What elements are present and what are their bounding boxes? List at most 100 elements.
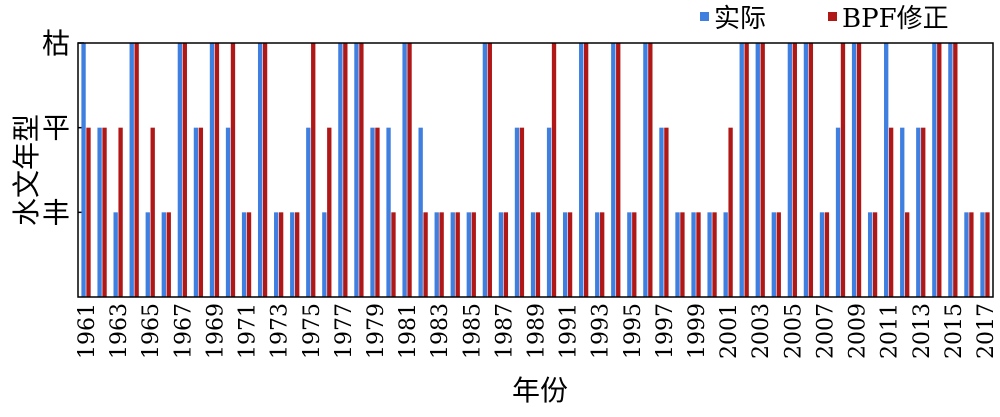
x-tick-label: 1999 (685, 303, 710, 359)
x-tick-label: 2007 (813, 303, 838, 359)
bar (209, 43, 215, 297)
bar (937, 43, 942, 297)
legend-label: 实际 (714, 4, 766, 34)
bar (230, 43, 236, 297)
bar (487, 43, 492, 297)
bar (262, 43, 268, 297)
bar (659, 127, 664, 298)
bar (81, 43, 86, 297)
bar (632, 212, 637, 297)
bar (86, 127, 91, 298)
bar (546, 127, 552, 298)
bar (498, 212, 504, 297)
bar (771, 212, 776, 297)
bar (835, 127, 841, 298)
bar (134, 43, 139, 297)
bar (434, 212, 439, 297)
plot-frame (77, 42, 994, 298)
bar (290, 212, 295, 297)
bar (803, 43, 809, 297)
bar (755, 43, 760, 297)
x-tick-label: 2015 (942, 303, 967, 359)
bar (391, 212, 396, 297)
bar (535, 212, 541, 297)
x-tick-label: 1969 (203, 303, 228, 359)
bar (225, 127, 231, 298)
bar (423, 212, 428, 297)
bar (295, 212, 300, 297)
bar (514, 127, 520, 298)
bar (583, 43, 589, 297)
x-tick-label: 1993 (589, 303, 614, 359)
bar (696, 212, 701, 297)
bar (102, 127, 107, 298)
bar (787, 43, 793, 297)
bar (386, 127, 391, 298)
bar (980, 212, 985, 297)
bar (182, 43, 187, 297)
bar (760, 43, 765, 297)
bar (359, 43, 364, 297)
bar (932, 43, 937, 297)
x-tick-label: 1985 (460, 303, 485, 359)
bar (948, 43, 953, 297)
bar (867, 212, 873, 297)
bar (792, 43, 797, 297)
x-tick-label: 1977 (332, 303, 357, 359)
bar (113, 212, 118, 297)
bar (450, 212, 455, 297)
bar (680, 212, 685, 297)
y-tick-label: 枯 (42, 27, 70, 60)
bar (744, 43, 749, 297)
bar (884, 43, 889, 297)
bar (118, 127, 123, 298)
x-tick-label: 1961 (75, 303, 100, 359)
y-tick-label: 平 (42, 112, 70, 145)
bar (343, 43, 348, 297)
x-tick-label: 1979 (364, 303, 389, 359)
x-axis-label: 年份 (512, 374, 568, 407)
legend-label: BPF修正 (842, 4, 949, 34)
bar (824, 212, 830, 297)
bar (530, 212, 536, 297)
bar (503, 212, 509, 297)
bar (306, 127, 311, 298)
bar (856, 43, 862, 297)
bar (728, 127, 733, 298)
bar (519, 127, 525, 298)
bar (311, 43, 316, 297)
bar (595, 212, 600, 297)
bar (840, 43, 846, 297)
x-tick-label: 2003 (749, 303, 774, 359)
x-tick-label: 1971 (236, 303, 261, 359)
x-tick-label: 1973 (268, 303, 293, 359)
x-tick-label: 1997 (653, 303, 678, 359)
bar (562, 212, 568, 297)
bar (129, 43, 134, 297)
bar (214, 43, 220, 297)
bar (246, 212, 252, 297)
y-axis-label: 水文年型 (10, 114, 43, 226)
bar (375, 127, 380, 298)
bar (872, 212, 878, 297)
bar (161, 212, 166, 297)
bar (969, 212, 974, 297)
bar (354, 43, 359, 297)
bar (964, 212, 969, 297)
x-tick-label: 2001 (717, 303, 742, 359)
bar (370, 127, 375, 298)
bar (579, 43, 584, 297)
bar (888, 127, 894, 298)
bar (643, 43, 648, 297)
bar (675, 212, 680, 297)
bar (177, 43, 183, 297)
bar (627, 212, 632, 297)
bar (691, 212, 696, 297)
x-tick-label: 1975 (300, 303, 325, 359)
x-tick-label: 2017 (974, 303, 999, 359)
x-tick-label: 2011 (878, 303, 903, 359)
bar (278, 212, 284, 297)
x-tick-label: 1963 (107, 303, 132, 359)
bar (916, 127, 921, 298)
